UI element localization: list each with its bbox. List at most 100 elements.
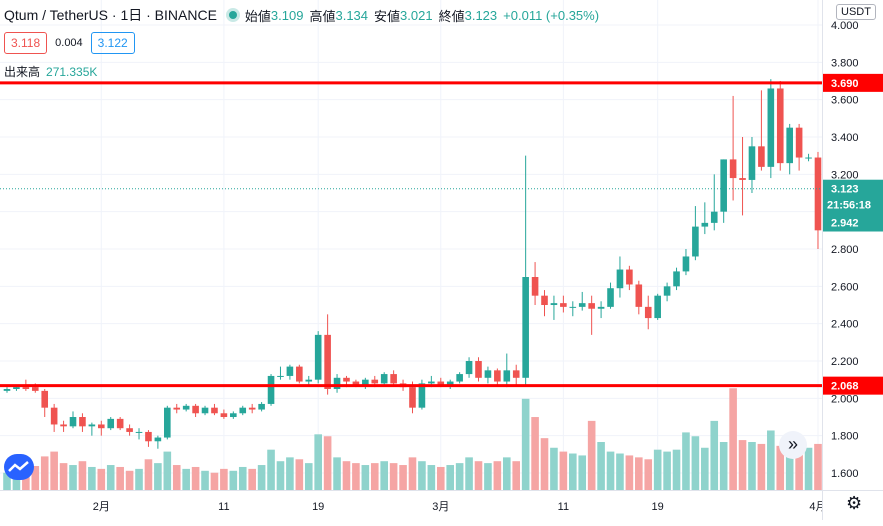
volume-bar: [220, 468, 228, 490]
candle-body: [805, 157, 812, 159]
symbol-title[interactable]: Qtum / TetherUS · 1日 · BINANCE: [4, 7, 217, 23]
y-tick-label: 1.600: [831, 468, 859, 480]
volume-bar: [484, 463, 492, 490]
volume-bar: [455, 463, 464, 490]
high-label: 高値: [309, 8, 336, 24]
volume-bar: [361, 465, 370, 490]
candle-body: [465, 361, 473, 375]
candle-body: [116, 418, 124, 429]
volume-bar: [229, 470, 238, 490]
candle-body: [626, 269, 633, 285]
gear-icon[interactable]: ⚙: [846, 493, 863, 513]
candle-body: [13, 387, 20, 390]
candle-body: [333, 377, 341, 390]
volume-bar: [776, 445, 785, 490]
volume-bar: [333, 457, 341, 490]
spread-value: 0.004: [55, 37, 83, 49]
open-value: 3.109: [270, 7, 304, 23]
candle-body: [154, 437, 162, 442]
candle-body: [88, 424, 96, 427]
volume-bar: [370, 463, 379, 490]
volume-bar: [767, 430, 775, 490]
volume-bar: [691, 436, 700, 490]
time-axis[interactable]: 2月11193月11194月11: [0, 490, 827, 520]
candle-body: [60, 424, 67, 427]
y-tick-label: 3.200: [831, 169, 859, 181]
double-chevron-right-icon[interactable]: »: [779, 431, 807, 459]
tradingview-logo-icon[interactable]: [4, 454, 34, 480]
volume-bar: [389, 463, 398, 490]
volume-bar: [474, 461, 483, 490]
volume-bar: [502, 457, 511, 490]
volume-label: 出来高: [4, 65, 41, 79]
volume-bar: [125, 470, 134, 490]
candle-body: [380, 374, 388, 384]
volume-bar: [97, 468, 106, 490]
volume-bar: [625, 455, 634, 490]
chart-area[interactable]: [0, 0, 832, 490]
volume-bar: [116, 466, 124, 490]
close-value: 3.123: [464, 7, 498, 23]
candle-body: [776, 88, 784, 164]
candle-body: [814, 157, 822, 231]
y-tick-label: 2.600: [831, 281, 859, 293]
volume-bar: [785, 449, 794, 490]
candle-body: [145, 431, 152, 442]
volume-bar: [286, 457, 294, 490]
hline-price-tag: [823, 73, 883, 92]
volume-bar: [399, 465, 407, 490]
volume-bar: [314, 434, 322, 490]
change-value: +0.011 (+0.35%): [503, 7, 600, 23]
candle-body: [31, 387, 39, 391]
x-tick-label: 11: [558, 501, 569, 513]
volume-bar: [50, 451, 58, 490]
candle-body: [418, 383, 426, 408]
axis-corner: [822, 490, 883, 520]
volume-bar: [78, 461, 87, 490]
hline-price-label: 3.690: [831, 78, 859, 90]
candle-body: [786, 127, 793, 164]
buy-button[interactable]: 3.122: [90, 32, 135, 54]
volume-bar: [135, 468, 143, 490]
volume-bar: [210, 472, 219, 490]
candle-body: [390, 374, 397, 384]
x-tick-label: 19: [652, 501, 664, 513]
currency-button[interactable]: USDT: [836, 4, 876, 20]
candle-body: [286, 366, 294, 376]
candle-body: [135, 431, 143, 433]
volume-bar: [69, 465, 77, 490]
volume-bar: [616, 453, 624, 490]
volume-bar: [295, 459, 304, 490]
volume-bar: [795, 451, 803, 490]
y-tick-label: 2.400: [831, 319, 859, 331]
price-axis[interactable]: 4.0003.8003.6003.4003.2003.0002.8002.600…: [822, 0, 883, 490]
volume-bar: [436, 466, 445, 490]
candle-body: [277, 375, 284, 377]
candle-body: [503, 370, 511, 382]
candle-body: [220, 413, 228, 418]
low-value: 3.021: [400, 7, 433, 23]
x-tick-label: 19: [312, 501, 324, 513]
hline-price-label: 2.068: [831, 381, 859, 393]
candle-body: [644, 306, 652, 319]
candle-body: [79, 417, 86, 427]
volume-bar: [738, 440, 747, 490]
price-axis-labels: 4.0003.8003.6003.4003.2003.0002.8002.600…: [823, 20, 883, 480]
candle-body: [343, 377, 350, 382]
candle-body: [173, 407, 181, 410]
candle-body: [569, 306, 577, 308]
volume-bar: [323, 436, 332, 490]
candle-body: [673, 271, 680, 287]
volume-bar: [710, 420, 719, 490]
candle-body: [456, 374, 463, 382]
candle-body: [795, 127, 803, 158]
current-price-label: 2.942: [831, 217, 859, 229]
candle-body: [41, 390, 49, 408]
candlestick-chart[interactable]: [0, 0, 832, 490]
candle-body: [107, 418, 115, 429]
volume-bar: [493, 461, 502, 490]
candle-body: [239, 407, 247, 414]
candle-body: [211, 407, 218, 414]
candle-body: [371, 379, 379, 384]
sell-button[interactable]: 3.118: [4, 32, 48, 54]
